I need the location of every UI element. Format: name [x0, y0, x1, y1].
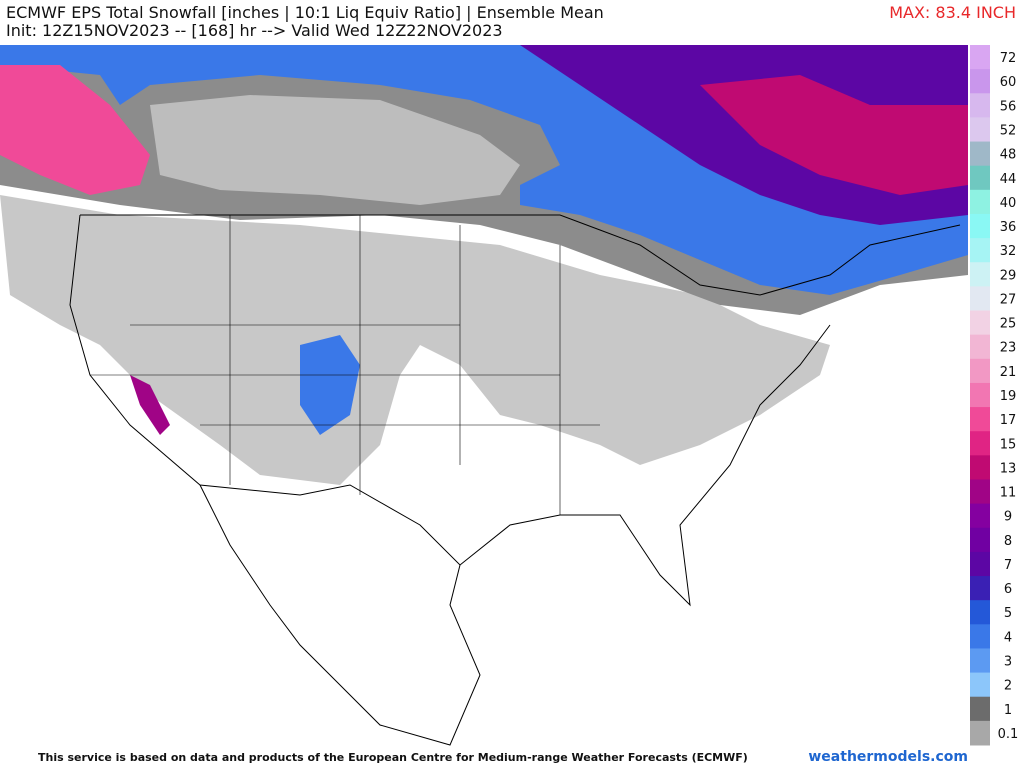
snow-area-sierra: [130, 375, 170, 435]
colorbar-swatch: [970, 431, 990, 456]
max-label: MAX: 83.4 INCH: [889, 3, 1016, 22]
colorbar-swatch: [970, 648, 990, 674]
border-us-canada: [80, 214, 961, 296]
colorbar-label: 36: [1000, 220, 1017, 235]
border-mexico: [199, 484, 481, 746]
border-us-coast: [69, 214, 831, 607]
subtitle: Init: 12Z15NOV2023 -- [168] hr --> Valid…: [6, 21, 503, 40]
state-lines: [90, 215, 600, 515]
colorbar-label: 9: [1004, 510, 1012, 525]
colorbar-swatch: [970, 93, 990, 118]
colorbar-swatch: [970, 117, 990, 143]
colorbar-swatch: [970, 527, 990, 553]
colorbar-label: 8: [1004, 534, 1012, 549]
colorbar-label: 56: [1000, 99, 1017, 114]
colorbar-swatch: [970, 407, 990, 432]
colorbar-swatch: [970, 45, 990, 70]
colorbar-swatch: [970, 503, 990, 529]
colorbar-swatch: [970, 358, 990, 384]
colorbar-swatch: [970, 238, 990, 263]
colorbar-label: 48: [1000, 148, 1017, 163]
colorbar-label: 27: [1000, 292, 1017, 307]
colorbar-swatch: [970, 720, 990, 746]
colorbar-label: 25: [1000, 317, 1017, 332]
snow-area-magenta: [700, 75, 968, 195]
colorbar-swatch: [970, 334, 990, 360]
colorbar-label: 19: [1000, 389, 1017, 404]
colorbar-label: 40: [1000, 196, 1017, 211]
colorbar-swatch: [970, 69, 990, 94]
colorbar-swatch: [970, 262, 990, 287]
colorbar-swatch: [970, 624, 990, 649]
title: ECMWF EPS Total Snowfall [inches | 10:1 …: [6, 3, 604, 22]
colorbar-swatch: [970, 696, 990, 722]
colorbar-label: 21: [1000, 365, 1017, 380]
snow-area-pink-west: [0, 65, 150, 195]
colorbar-swatch: [970, 382, 990, 408]
colorbar-label: 0.1: [998, 727, 1019, 742]
colorbar-swatch: [970, 479, 990, 505]
colorbar-label: 23: [1000, 341, 1017, 356]
colorbar-label: 13: [1000, 461, 1017, 476]
colorbar-swatch: [970, 551, 990, 577]
colorbar-label: 1: [1004, 703, 1012, 718]
colorbar-label: 4: [1004, 630, 1012, 645]
colorbar-label: 17: [1000, 413, 1017, 428]
colorbar-label: 3: [1004, 655, 1012, 670]
colorbar-label: 60: [1000, 75, 1017, 90]
colorbar-label: 72: [1000, 51, 1017, 66]
borders: [69, 214, 961, 746]
colorbar-swatch: [970, 672, 990, 698]
colorbar-label: 52: [1000, 123, 1017, 138]
footer-site: weathermodels.com: [808, 749, 968, 765]
footer-note: This service is based on data and produc…: [38, 751, 748, 764]
colorbar-label: 44: [1000, 172, 1017, 187]
colorbar: 7260565248444036322927252321191715131198…: [970, 45, 1019, 746]
colorbar-label: 7: [1004, 558, 1012, 573]
colorbar-label: 2: [1004, 679, 1012, 694]
snow-area-plains: [150, 95, 520, 205]
colorbar-swatch: [970, 310, 990, 336]
colorbar-swatch: [970, 600, 990, 625]
colorbar-label: 15: [1000, 437, 1017, 452]
colorbar-swatch: [970, 189, 990, 215]
colorbar-label: 11: [1000, 486, 1017, 501]
colorbar-swatch: [970, 455, 990, 480]
map: [0, 45, 968, 748]
colorbar-swatch: [970, 165, 990, 191]
colorbar-label: 6: [1004, 582, 1012, 597]
colorbar-swatch: [970, 286, 990, 312]
colorbar-label: 5: [1004, 606, 1012, 621]
snow-area-rockies: [300, 335, 360, 435]
colorbar-swatch: [970, 141, 990, 167]
colorbar-swatch: [970, 213, 990, 239]
colorbar-label: 32: [1000, 244, 1017, 259]
colorbar-swatch: [970, 576, 990, 601]
snow-area-light: [0, 195, 830, 485]
colorbar-label: 29: [1000, 268, 1017, 283]
